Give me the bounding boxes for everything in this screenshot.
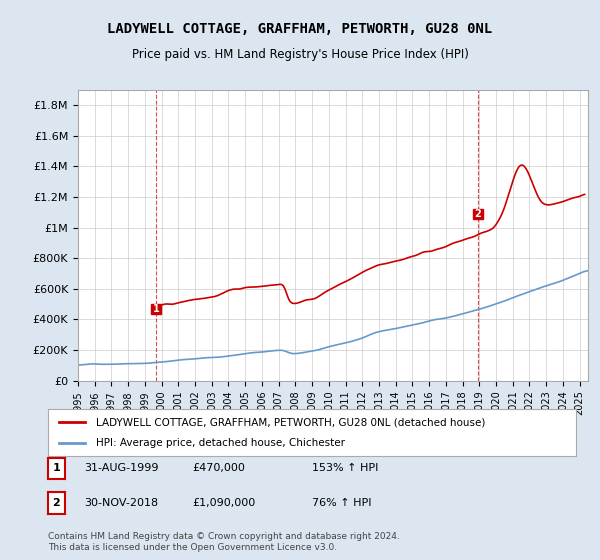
Text: 30-NOV-2018: 30-NOV-2018	[84, 498, 158, 508]
Text: 76% ↑ HPI: 76% ↑ HPI	[312, 498, 371, 508]
Text: 2: 2	[475, 209, 481, 219]
Text: Price paid vs. HM Land Registry's House Price Index (HPI): Price paid vs. HM Land Registry's House …	[131, 48, 469, 60]
Text: LADYWELL COTTAGE, GRAFFHAM, PETWORTH, GU28 0NL: LADYWELL COTTAGE, GRAFFHAM, PETWORTH, GU…	[107, 22, 493, 36]
Text: 153% ↑ HPI: 153% ↑ HPI	[312, 463, 379, 473]
Text: HPI: Average price, detached house, Chichester: HPI: Average price, detached house, Chic…	[95, 438, 344, 448]
Text: Contains HM Land Registry data © Crown copyright and database right 2024.
This d: Contains HM Land Registry data © Crown c…	[48, 532, 400, 552]
Text: 1: 1	[53, 463, 60, 473]
Text: 2: 2	[53, 498, 60, 508]
Text: £1,090,000: £1,090,000	[192, 498, 255, 508]
Text: £470,000: £470,000	[192, 463, 245, 473]
Text: 1: 1	[153, 304, 160, 314]
Text: LADYWELL COTTAGE, GRAFFHAM, PETWORTH, GU28 0NL (detached house): LADYWELL COTTAGE, GRAFFHAM, PETWORTH, GU…	[95, 417, 485, 427]
Text: 31-AUG-1999: 31-AUG-1999	[84, 463, 158, 473]
